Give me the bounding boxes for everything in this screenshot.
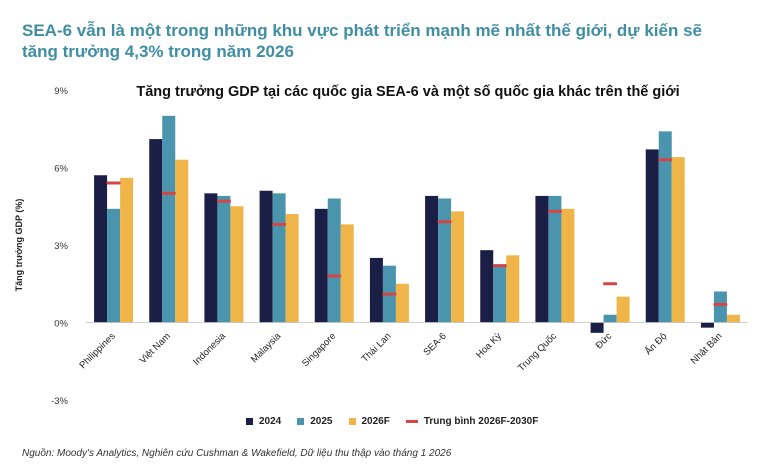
bar-2025 — [217, 195, 231, 323]
bar-2024 — [314, 208, 328, 323]
legend-swatch-2026f — [348, 418, 356, 425]
bar-2026f — [451, 211, 465, 323]
bar-2026f — [120, 177, 134, 323]
bar-2026f — [395, 283, 409, 323]
bar-2024 — [590, 322, 604, 333]
bar-2025 — [272, 193, 286, 323]
average-marker — [658, 158, 673, 162]
bar-2026f — [506, 255, 520, 323]
average-marker — [603, 282, 618, 286]
bar-2025 — [548, 195, 562, 323]
x-tick-label: Đức — [594, 331, 615, 352]
bar-2025 — [713, 291, 727, 323]
bar-2024 — [425, 195, 439, 323]
legend-swatch-average — [405, 420, 418, 423]
bar-2024 — [204, 193, 218, 323]
bar-2024 — [149, 139, 163, 323]
bar-2025 — [327, 198, 341, 323]
average-marker — [713, 302, 728, 306]
y-tick-label: 3% — [54, 241, 68, 252]
x-tick-label: Philippines — [77, 331, 117, 371]
legend-item-2026f: 2026F — [348, 416, 390, 427]
bar-2026f — [175, 159, 189, 323]
bar-2026f — [726, 314, 740, 323]
x-tick-label: Thái Lan — [360, 331, 394, 365]
bar-2026f — [285, 214, 299, 323]
legend-item-2025: 2025 — [297, 416, 333, 427]
bar-2024 — [700, 322, 714, 328]
average-marker — [272, 222, 287, 226]
average-marker — [216, 199, 231, 203]
chart-title: Tăng trưởng GDP tại các quốc gia SEA-6 v… — [136, 84, 680, 100]
x-tick-label: Indonesia — [191, 330, 228, 367]
legend-swatch-2025 — [297, 418, 305, 425]
bar-2026f — [616, 296, 630, 323]
bar-2025 — [107, 208, 121, 323]
page-headline: SEA-6 vẫn là một trong những khu vực phá… — [22, 21, 702, 61]
bar-2025 — [162, 115, 176, 323]
x-tick-label: Việt Nam — [138, 331, 173, 366]
legend-label-average: Trung bình 2026F-2030F — [423, 416, 539, 427]
average-marker — [327, 274, 342, 278]
average-marker — [161, 191, 176, 195]
legend-label-2026f: 2026F — [361, 416, 390, 427]
x-tick-label: Trung Quốc — [516, 331, 559, 374]
y-tick-label: -3% — [51, 396, 68, 407]
gdp-growth-chart: -3% 0% 3% 6% 9% Tăng trưởng GDP (%) Philippine… — [14, 86, 748, 407]
bar-2024 — [369, 257, 383, 323]
bar-2024 — [259, 190, 273, 323]
x-tick-label: SEA-6 — [422, 331, 449, 358]
average-marker — [437, 220, 452, 224]
bar-2025 — [438, 198, 452, 323]
legend-item-average: Trung bình 2026F-2030F — [405, 416, 539, 427]
bar-2025 — [658, 131, 672, 323]
bar-2024 — [94, 175, 108, 323]
x-tick-label: Malaysia — [249, 330, 284, 365]
bar-2026f — [230, 206, 244, 323]
bar-2026f — [340, 224, 354, 323]
bar-2026f — [561, 208, 575, 323]
y-tick-label: 6% — [54, 164, 68, 175]
legend-label-2025: 2025 — [310, 416, 333, 427]
bar-2025 — [603, 314, 617, 323]
x-tick-label: Hoa Kỳ — [474, 331, 504, 361]
source-note: Nguồn: Moody's Analytics, Nghiên cứu Cus… — [22, 448, 452, 459]
average-marker — [492, 264, 507, 268]
average-marker — [382, 292, 397, 296]
average-marker — [547, 209, 562, 213]
chart-legend: 2024 2025 2026F Trung bình 2026F-2030F — [246, 416, 538, 427]
legend-swatch-2024 — [246, 418, 253, 425]
legend-item-2024: 2024 — [246, 416, 281, 427]
x-tick-label: Singapore — [300, 331, 338, 369]
average-marker — [106, 181, 121, 185]
y-tick-label: 0% — [54, 319, 68, 330]
y-tick-label: 9% — [54, 86, 68, 97]
legend-label-2024: 2024 — [259, 416, 282, 427]
bar-2024 — [535, 195, 549, 323]
bar-2024 — [480, 250, 494, 323]
bar-2026f — [671, 157, 685, 323]
y-axis-title: Tăng trưởng GDP (%) — [14, 199, 24, 292]
x-tick-label: Ấn Độ — [643, 331, 669, 357]
bar-2024 — [645, 149, 659, 323]
x-tick-label: Nhật Bản — [689, 331, 725, 367]
bar-2025 — [493, 265, 507, 323]
